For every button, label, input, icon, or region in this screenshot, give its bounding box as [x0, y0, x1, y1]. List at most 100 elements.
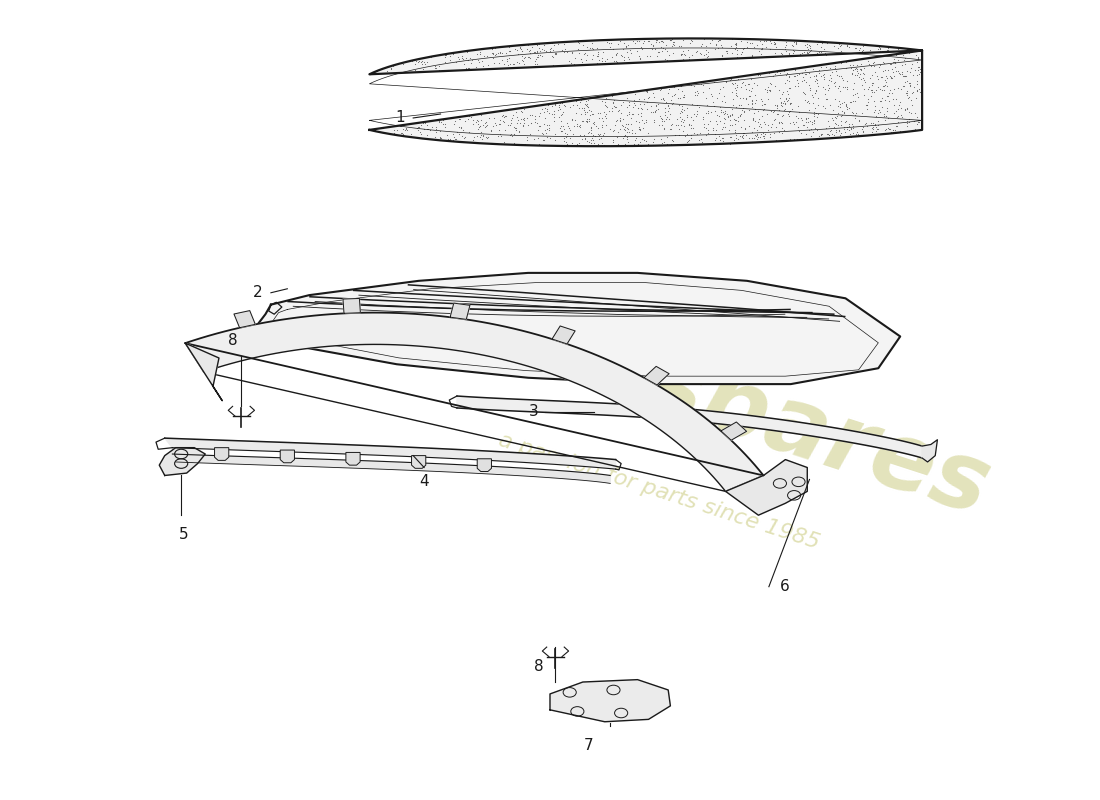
Point	[761, 84, 779, 97]
Point	[654, 42, 672, 54]
Point	[798, 68, 815, 81]
Point	[683, 98, 701, 110]
Point	[504, 111, 521, 124]
Point	[893, 59, 911, 72]
Point	[879, 43, 896, 56]
Point	[886, 98, 903, 111]
Point	[911, 66, 928, 78]
Point	[620, 52, 638, 65]
Point	[904, 69, 922, 82]
Point	[887, 56, 904, 69]
Point	[454, 135, 472, 148]
Point	[744, 82, 761, 94]
Point	[554, 119, 572, 132]
Point	[879, 105, 896, 118]
Point	[774, 108, 792, 121]
Point	[856, 118, 873, 130]
Point	[855, 124, 872, 137]
Point	[541, 42, 559, 55]
Point	[588, 128, 606, 141]
Point	[474, 130, 492, 142]
Point	[661, 34, 679, 46]
Point	[556, 134, 573, 147]
Point	[713, 38, 730, 51]
Point	[851, 58, 869, 71]
Point	[843, 118, 860, 130]
Point	[901, 46, 918, 59]
Point	[514, 53, 531, 66]
Point	[844, 95, 861, 108]
Point	[670, 128, 688, 141]
Point	[744, 114, 761, 126]
Point	[898, 64, 915, 77]
Point	[374, 122, 392, 135]
Point	[672, 110, 690, 123]
Point	[503, 113, 520, 126]
Point	[827, 124, 845, 137]
Point	[883, 45, 901, 58]
Point	[724, 78, 741, 90]
Point	[619, 118, 637, 130]
Point	[800, 67, 817, 80]
Point	[762, 105, 780, 118]
Point	[609, 103, 627, 116]
Point	[667, 129, 684, 142]
Point	[891, 67, 909, 80]
Point	[660, 138, 678, 151]
Point	[543, 37, 561, 50]
Point	[469, 48, 486, 61]
Point	[748, 124, 766, 137]
Point	[685, 138, 703, 150]
Point	[550, 99, 568, 112]
Point	[534, 138, 551, 151]
Point	[530, 138, 548, 150]
Point	[515, 117, 532, 130]
Point	[631, 53, 649, 66]
Point	[632, 109, 650, 122]
Point	[864, 69, 881, 82]
Point	[729, 115, 747, 128]
Point	[456, 130, 474, 143]
Point	[896, 51, 914, 64]
Point	[772, 117, 790, 130]
Point	[882, 70, 900, 83]
Point	[680, 117, 697, 130]
Point	[879, 44, 896, 57]
Point	[652, 115, 670, 128]
Point	[723, 46, 740, 59]
Point	[757, 118, 774, 130]
Point	[623, 118, 640, 130]
Point	[869, 106, 887, 119]
Point	[857, 98, 874, 111]
Point	[628, 139, 646, 152]
Point	[752, 42, 770, 55]
Point	[678, 109, 695, 122]
Point	[688, 99, 705, 112]
Point	[896, 125, 914, 138]
Point	[527, 113, 544, 126]
Point	[859, 93, 877, 106]
Point	[744, 37, 761, 50]
Point	[507, 106, 525, 118]
Point	[614, 95, 631, 108]
Point	[727, 126, 745, 138]
Point	[835, 106, 852, 119]
Point	[901, 79, 918, 92]
Point	[446, 133, 463, 146]
Point	[684, 122, 702, 134]
Point	[762, 37, 780, 50]
Point	[610, 111, 628, 124]
Point	[618, 45, 636, 58]
Point	[768, 41, 785, 54]
Point	[877, 123, 894, 136]
Point	[674, 45, 692, 58]
Point	[769, 108, 786, 121]
Point	[637, 114, 654, 126]
Point	[886, 107, 903, 120]
Point	[634, 114, 651, 126]
Point	[748, 129, 766, 142]
Point	[546, 110, 563, 123]
Point	[647, 43, 664, 56]
Point	[592, 106, 609, 119]
Point	[729, 111, 747, 124]
